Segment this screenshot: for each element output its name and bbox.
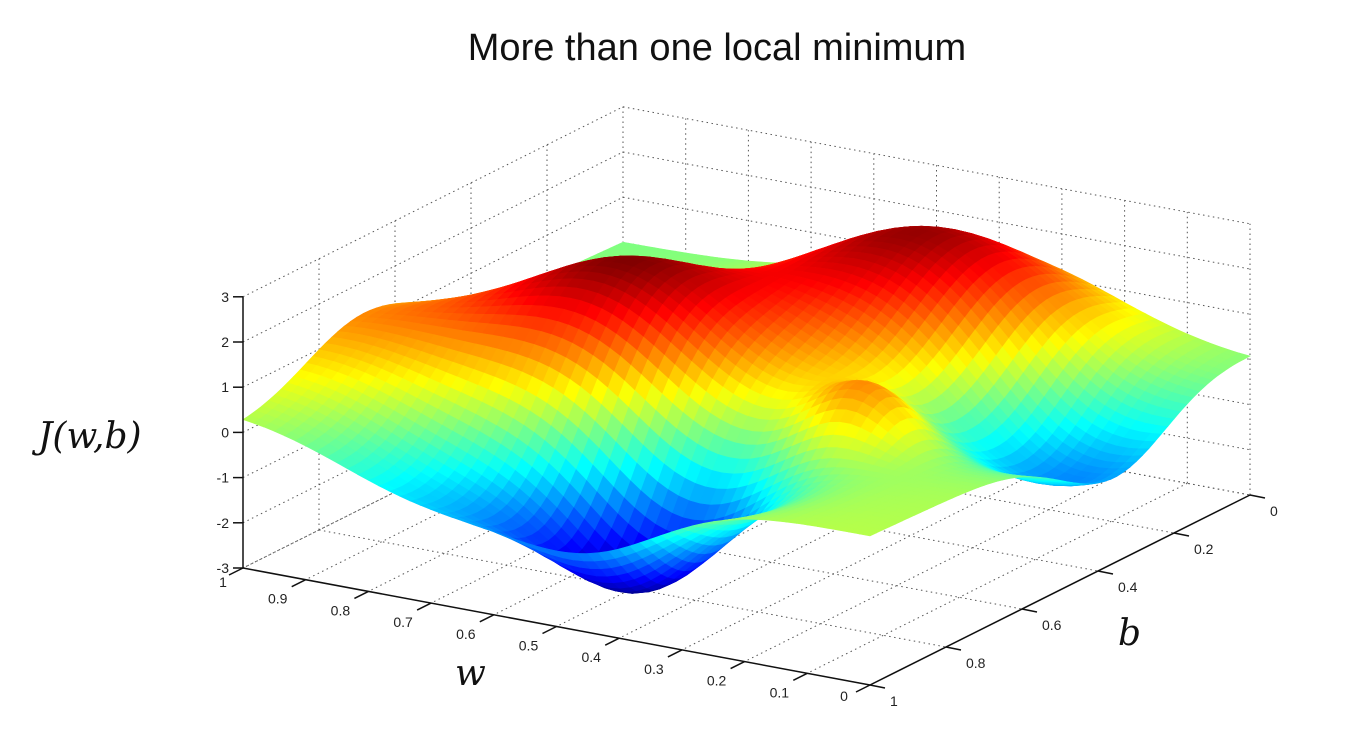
w-tick [542, 625, 557, 635]
gridline [622, 151, 1251, 270]
b-tick-label: 0.6 [1042, 617, 1062, 633]
gridline [681, 459, 1063, 651]
gridline [242, 196, 624, 388]
b-tick [1173, 532, 1190, 537]
gridline [242, 377, 624, 569]
z-tick-label: -1 [217, 470, 230, 486]
z-tick-label: 1 [221, 379, 229, 395]
w-tick-label: 0.4 [581, 649, 601, 665]
w-tick-label: 1 [219, 574, 227, 590]
gridline [242, 332, 624, 524]
w-tick-label: 0.8 [331, 602, 351, 618]
w-tick [416, 602, 432, 611]
b-tick-label: 1 [890, 693, 898, 709]
z-tick-label: 0 [221, 424, 229, 440]
w-tick [792, 672, 808, 681]
gridline [807, 482, 1188, 674]
chart-title: More than one local minimum [468, 27, 966, 69]
b-tick-label: 0.4 [1118, 579, 1138, 595]
w-tick-label: 0.9 [268, 591, 288, 607]
w-tick [855, 684, 871, 693]
w-tick-label: 0.3 [644, 661, 664, 677]
w-tick [730, 660, 745, 670]
gridline [242, 106, 624, 298]
w-tick [667, 649, 683, 658]
w-tick-label: 0.1 [770, 684, 790, 700]
gridline [744, 471, 1125, 663]
b-tick-label: 0.2 [1194, 541, 1214, 557]
w-tick [354, 590, 369, 600]
w-tick-label: 0.6 [456, 626, 476, 642]
w-tick [291, 579, 307, 588]
z-tick-label: 2 [221, 334, 229, 350]
x-axis-label: w [455, 653, 486, 694]
b-tick-label: 0 [1270, 503, 1278, 519]
gridline [622, 106, 1251, 225]
gridline [622, 196, 1251, 315]
w-tick-label: 0.5 [519, 638, 539, 654]
w-tick [228, 567, 244, 576]
y-axis-label: b [1118, 613, 1141, 654]
b-axis-line [869, 494, 1251, 686]
z-axis-label: J(w,b) [31, 416, 142, 457]
w-tick [479, 614, 495, 623]
b-tick [869, 684, 886, 689]
z-tick-label: 3 [221, 289, 229, 305]
gridline [318, 529, 947, 648]
z-tick-label: -2 [217, 515, 230, 531]
w-tick-label: 0.7 [393, 614, 413, 630]
b-tick [1021, 608, 1038, 613]
w-tick [604, 637, 620, 646]
b-tick [1097, 570, 1114, 575]
surface [242, 225, 1251, 594]
w-tick-label: 0 [840, 688, 848, 704]
b-tick [1249, 494, 1266, 499]
b-tick-label: 0.8 [966, 655, 986, 671]
w-tick-label: 0.2 [707, 673, 727, 689]
gridline [242, 151, 624, 343]
b-tick [945, 646, 962, 651]
